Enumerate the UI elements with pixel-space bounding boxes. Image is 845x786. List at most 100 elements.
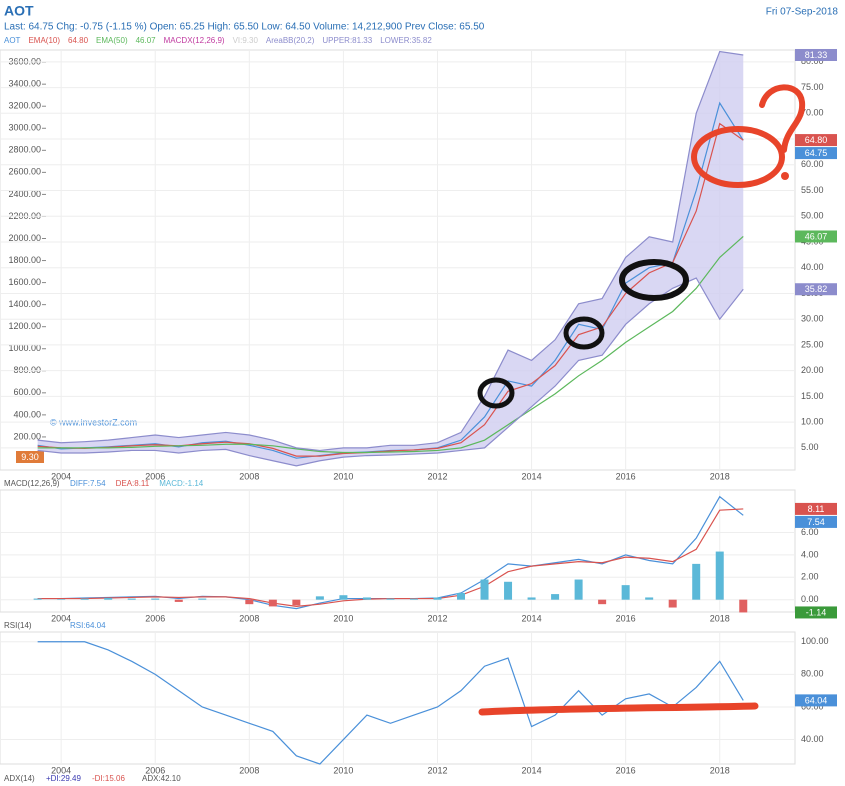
x-tick-label: 2018 (710, 471, 730, 481)
y-tick-label: 50.00 (801, 211, 824, 221)
y-tick-label: 80.00 (801, 56, 824, 66)
histogram-bar (574, 579, 583, 600)
histogram-bar (480, 579, 489, 600)
histogram-bar (245, 599, 254, 605)
y-tick-label: 1800.00 (8, 255, 41, 265)
x-tick-label: 2008 (239, 613, 259, 623)
drawn-circle (477, 377, 515, 409)
histogram-bar (715, 551, 724, 600)
series-line (37, 236, 744, 454)
x-tick-label: 2016 (616, 613, 636, 623)
x-tick-label: 2018 (710, 765, 730, 775)
histogram-bar (174, 599, 183, 602)
histogram-bar (292, 599, 301, 606)
x-tick-label: 2008 (239, 765, 259, 775)
last-value-label: 64.75 (805, 148, 828, 158)
y-tick-label: 20.00 (801, 365, 824, 375)
y-tick-label: 70.00 (801, 108, 824, 118)
histogram-bar (104, 598, 113, 600)
last-value-box (795, 502, 837, 515)
adx-item: -DI:15.06 (92, 774, 125, 783)
y-tick-label: 3200.00 (8, 101, 41, 111)
legend-entry: DIFF:7.54 (70, 479, 106, 488)
histogram-bar (339, 595, 348, 600)
y-tick-label: 600.00 (13, 387, 41, 397)
last-value-box (795, 147, 837, 160)
y-tick-label: 25.00 (801, 339, 824, 349)
histogram-bar (33, 598, 42, 600)
y-tick-label: 5.00 (801, 442, 819, 452)
y-tick-label: 3400.00 (8, 79, 41, 89)
histogram-bar (362, 597, 371, 600)
x-tick-label: 2014 (522, 471, 542, 481)
histogram-bar (127, 598, 136, 600)
quote: Last: 64.75 Chg: -0.75 (-1.15 %) Open: 6… (4, 22, 485, 33)
histogram-bar (315, 596, 324, 600)
y-tick-label: 0.00 (801, 594, 819, 604)
last-value-box (795, 283, 837, 296)
date: Fri 07-Sep-2018 (766, 7, 839, 18)
y-tick-label: 6.00 (801, 527, 819, 537)
last-value-box (795, 694, 837, 707)
histogram-bar (457, 592, 466, 600)
legend-entry: AreaBB(20,2) (266, 36, 315, 45)
legend-entry: UPPER:81.33 (322, 36, 372, 45)
volume-label: 9.30 (21, 452, 39, 462)
last-value-label: 64.80 (805, 135, 828, 145)
y-tick-label: 55.00 (801, 185, 824, 195)
histogram-bar (198, 598, 207, 600)
histogram-bar (551, 594, 560, 600)
y-tick-label: 4.00 (801, 549, 819, 559)
x-tick-label: 2014 (522, 613, 542, 623)
last-value-label: -1.14 (806, 607, 827, 617)
legend-entry: VI:9.30 (233, 36, 259, 45)
y-tick-label: 100.00 (801, 636, 829, 646)
volume-label-box (16, 451, 44, 463)
adx-item: +DI:29.49 (46, 774, 81, 783)
symbol: AOT (4, 3, 34, 19)
x-tick-label: 2010 (333, 613, 353, 623)
histogram-bar (386, 598, 395, 600)
y-tick-label: 40.00 (801, 262, 824, 272)
series-line (37, 50, 744, 452)
histogram-bar (409, 598, 418, 600)
panel-title: RSI(14) (4, 621, 32, 630)
x-tick-label: 2012 (427, 471, 447, 481)
x-tick-label: 2006 (145, 471, 165, 481)
x-tick-label: 2004 (51, 613, 71, 623)
y-tick-label: 1200.00 (8, 321, 41, 331)
y-tick-label: 400.00 (13, 409, 41, 419)
legend-entry: 64.80 (68, 36, 89, 45)
y-tick-label: 2000.00 (8, 233, 41, 243)
last-value-label: 7.54 (807, 517, 825, 527)
legend-entry: EMA(50) (96, 36, 128, 45)
histogram-bar (668, 599, 677, 608)
series-line (37, 641, 744, 765)
band-fill (37, 51, 744, 466)
y-tick-label: 1000.00 (8, 343, 41, 353)
histogram-bar (527, 597, 536, 600)
series-line (37, 495, 744, 610)
drawn-underline (478, 702, 759, 716)
histogram-bar (57, 599, 66, 600)
x-tick-label: 2006 (145, 613, 165, 623)
last-value-box (795, 606, 837, 619)
y-tick-label: 10.00 (801, 417, 824, 427)
series-line (37, 122, 744, 457)
legend-entry: DEA:8.11 (116, 479, 150, 488)
histogram-bar (268, 599, 277, 607)
y-tick-label: 30.00 (801, 314, 824, 324)
x-tick-label: 2010 (333, 765, 353, 775)
adx-item: ADX:42.10 (142, 774, 181, 783)
last-value-box (795, 134, 837, 147)
y-tick-label: 200.00 (13, 431, 41, 441)
x-tick-label: 2016 (616, 471, 636, 481)
histogram-bar (598, 599, 607, 605)
histogram-bar (739, 599, 748, 613)
panel-frame (0, 489, 796, 613)
legend-entry: MACDX(12,26,9) (164, 36, 225, 45)
drawn-circle (563, 316, 605, 350)
panel-frame (0, 49, 796, 471)
legend-entry: RSI:64.04 (70, 621, 106, 630)
